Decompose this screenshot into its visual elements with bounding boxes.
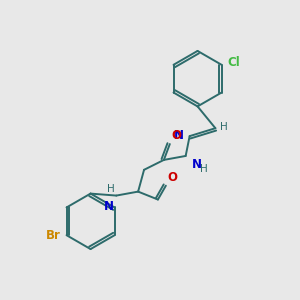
- Text: H: H: [200, 164, 207, 174]
- Text: N: N: [104, 200, 114, 212]
- Text: Br: Br: [46, 229, 61, 242]
- Text: H: H: [106, 184, 114, 194]
- Text: Cl: Cl: [227, 56, 240, 69]
- Text: O: O: [168, 171, 178, 184]
- Text: N: N: [174, 129, 184, 142]
- Text: O: O: [172, 129, 182, 142]
- Text: N: N: [192, 158, 202, 171]
- Text: H: H: [220, 122, 228, 132]
